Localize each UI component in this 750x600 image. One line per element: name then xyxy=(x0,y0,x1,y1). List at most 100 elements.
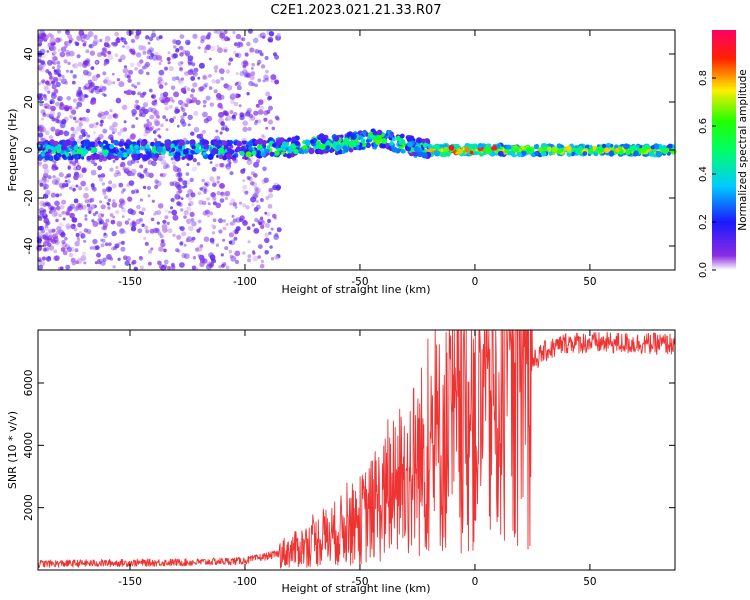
spectral-point xyxy=(86,71,92,77)
spectral-point xyxy=(108,180,113,185)
spectral-point xyxy=(234,250,241,257)
spectral-point xyxy=(105,218,110,223)
spectral-point xyxy=(166,221,170,225)
spectral-point xyxy=(138,44,144,51)
spectral-point xyxy=(484,145,491,152)
spectral-point xyxy=(210,192,216,198)
spectral-point xyxy=(55,37,61,43)
spectral-point xyxy=(99,88,103,93)
spectral-point xyxy=(164,141,171,148)
spectral-point xyxy=(254,49,260,54)
spectral-point xyxy=(229,109,234,115)
spectral-point xyxy=(225,223,229,226)
spectral-point xyxy=(213,29,218,34)
spectral-point xyxy=(154,138,158,142)
spectral-point xyxy=(464,146,470,151)
spectral-point xyxy=(65,52,71,57)
spectral-point xyxy=(63,106,69,112)
spectral-point xyxy=(51,117,56,122)
spectral-point xyxy=(229,202,233,206)
spectral-point xyxy=(81,167,87,173)
spectral-point xyxy=(142,91,147,96)
spectral-point xyxy=(170,143,175,148)
spectral-point xyxy=(179,262,185,268)
spectral-point xyxy=(69,115,73,119)
spectral-point xyxy=(102,191,107,196)
spectral-point xyxy=(99,123,104,127)
spectral-point xyxy=(133,103,140,110)
spectral-point xyxy=(201,130,206,134)
x-tick-label: -50 xyxy=(351,576,368,588)
spectral-point xyxy=(118,203,123,208)
spectral-point xyxy=(246,226,251,231)
spectral-point xyxy=(78,122,83,127)
spectral-point xyxy=(252,251,256,255)
spectral-point xyxy=(215,79,221,84)
spectral-point xyxy=(209,45,216,52)
spectral-point xyxy=(122,45,125,48)
spectral-point xyxy=(171,76,177,82)
spectral-point xyxy=(200,39,205,44)
spectral-point xyxy=(154,99,158,103)
spectral-point xyxy=(199,86,205,92)
spectral-point xyxy=(184,253,190,260)
spectral-point xyxy=(180,77,185,81)
spectral-point xyxy=(600,147,606,153)
spectral-point xyxy=(216,191,221,196)
snr-x-ticks: -150 -100 -50 0 50 xyxy=(118,330,597,588)
spectral-point xyxy=(181,253,187,259)
spectral-point xyxy=(55,144,61,150)
spectral-point xyxy=(224,190,231,197)
spectral-point xyxy=(54,255,60,261)
spectral-point xyxy=(224,112,228,116)
spectral-point xyxy=(211,231,216,235)
spectral-point xyxy=(135,52,142,58)
spectral-point xyxy=(60,78,67,85)
spectral-point xyxy=(236,140,243,147)
spectral-point xyxy=(225,265,230,270)
spectral-point xyxy=(95,211,99,215)
spectral-point xyxy=(37,226,43,231)
spectral-point xyxy=(45,256,52,262)
spectral-point xyxy=(222,219,227,223)
spectral-point xyxy=(77,204,84,211)
spectral-point xyxy=(106,154,113,161)
spectral-point xyxy=(45,235,49,240)
spectral-point xyxy=(235,81,239,85)
spectral-point xyxy=(497,145,501,149)
spectral-point xyxy=(168,65,174,72)
spectral-point xyxy=(350,133,357,140)
spectral-point xyxy=(653,148,657,152)
spectral-point xyxy=(560,144,564,148)
spectral-point xyxy=(251,62,255,67)
spectral-point xyxy=(229,171,234,176)
spectral-point xyxy=(78,30,85,36)
spectral-point xyxy=(222,47,229,53)
spectral-point xyxy=(140,141,145,146)
spectral-point xyxy=(230,198,236,204)
spectral-point xyxy=(584,147,588,151)
spectral-point xyxy=(136,204,141,210)
spectral-point xyxy=(77,238,81,242)
spectral-point xyxy=(106,79,113,86)
spectral-point xyxy=(67,165,71,169)
spectral-point xyxy=(142,102,149,108)
spectral-point xyxy=(151,54,158,61)
spectral-point xyxy=(77,61,83,67)
spectral-point xyxy=(116,37,120,40)
spectral-point xyxy=(99,200,103,204)
spectral-point xyxy=(192,82,198,88)
spectral-point xyxy=(108,134,114,140)
spectral-point xyxy=(186,87,191,91)
spectral-point xyxy=(491,145,497,151)
spectral-point xyxy=(50,126,56,132)
spectral-point xyxy=(134,144,139,150)
spectral-point xyxy=(86,135,90,139)
spectral-point xyxy=(102,225,108,231)
spectral-point xyxy=(42,112,46,116)
spectral-point xyxy=(49,100,53,105)
spectral-point xyxy=(52,66,55,69)
spectral-point xyxy=(258,244,263,250)
spectral-point xyxy=(188,225,194,232)
colorbar-tick-label: 0.4 xyxy=(698,166,709,182)
